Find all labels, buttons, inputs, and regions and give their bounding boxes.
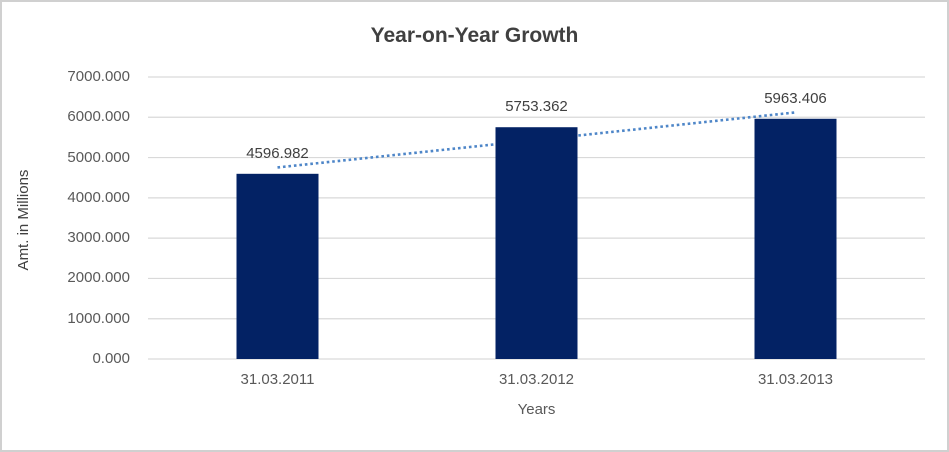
y-tick-label: 5000.000 bbox=[67, 148, 130, 166]
x-axis-title: Years bbox=[517, 401, 556, 418]
bar-value-label: 5963.406 bbox=[764, 89, 827, 107]
y-tick-label: 2000.000 bbox=[67, 269, 130, 287]
y-tick-label: 1000.000 bbox=[67, 309, 130, 327]
chart-title: Year-on-Year Growth bbox=[370, 24, 579, 47]
y-tick-label: 6000.000 bbox=[67, 108, 130, 126]
x-tick-label: 31.03.2013 bbox=[757, 371, 834, 388]
x-tick-label: 31.03.2011 bbox=[240, 371, 315, 388]
y-tick-label: 7000.000 bbox=[67, 68, 130, 85]
bar-31.03.2012 bbox=[495, 127, 578, 359]
x-tick-label: 31.03.2012 bbox=[498, 371, 575, 388]
bar-31.03.2013 bbox=[754, 118, 837, 359]
y-tick-label: 0.000 bbox=[92, 350, 130, 367]
bar-value-label: 4596.982 bbox=[246, 144, 309, 162]
y-tick-label: 3000.000 bbox=[67, 229, 130, 247]
bar-value-label: 5753.362 bbox=[505, 98, 568, 116]
bar-31.03.2011 bbox=[236, 173, 319, 359]
y-tick-label: 4000.000 bbox=[67, 188, 130, 206]
